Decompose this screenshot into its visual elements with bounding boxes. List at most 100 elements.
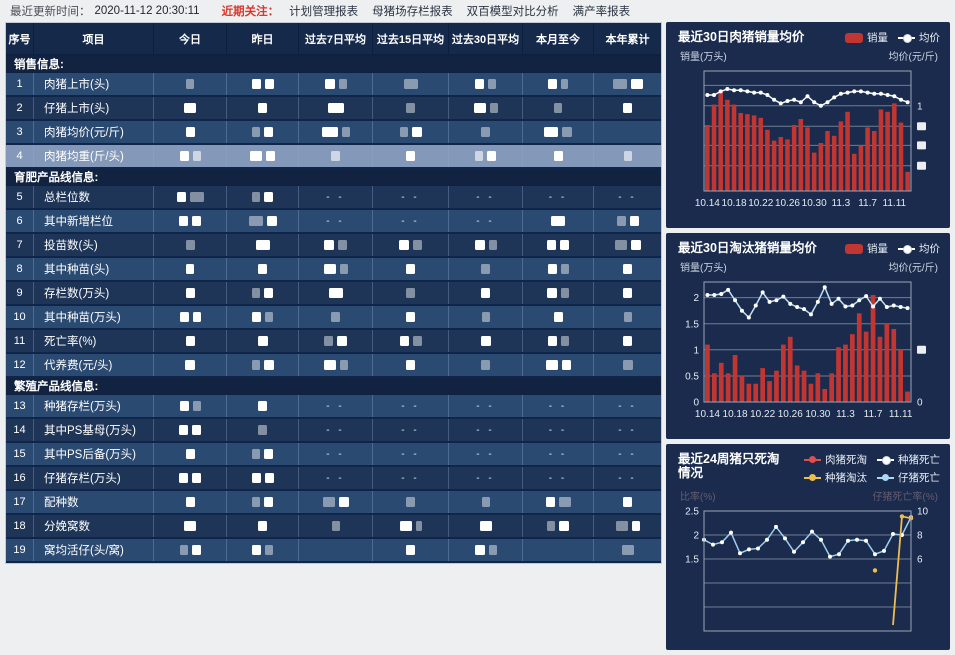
topbar-link[interactable]: 满产率报表 bbox=[572, 5, 631, 18]
legend-label: 均价 bbox=[919, 32, 940, 44]
no-data-dashes: - - bbox=[326, 448, 345, 460]
table-row[interactable]: 7 投苗数(头) bbox=[6, 234, 661, 258]
value-cell bbox=[373, 539, 449, 561]
table-row[interactable]: 18 分娩窝数 bbox=[6, 515, 661, 539]
value-cell bbox=[449, 491, 523, 513]
value-cell bbox=[227, 395, 299, 417]
redacted-value-block bbox=[474, 240, 485, 250]
legend-item[interactable]: 销量 bbox=[845, 241, 888, 256]
table-row[interactable]: 6 其中新增栏位 - - - - - - bbox=[6, 210, 661, 234]
value-cell: - - bbox=[449, 443, 523, 465]
value-cell bbox=[227, 258, 299, 280]
redacted-value-block bbox=[551, 216, 565, 226]
value-cell bbox=[523, 234, 594, 256]
legend-item[interactable]: 仔猪死亡 bbox=[877, 470, 940, 485]
redacted-value-block bbox=[612, 79, 627, 89]
table-row[interactable]: 9 存栏数(万头) bbox=[6, 282, 661, 306]
row-index: 7 bbox=[6, 234, 34, 256]
legend-item[interactable]: 种猪死亡 bbox=[877, 452, 940, 467]
table-row[interactable]: 5 总栏位数 - - - - - - - - - - bbox=[6, 186, 661, 210]
redacted-value-block bbox=[179, 425, 188, 435]
no-data-dashes: - - bbox=[618, 448, 637, 460]
line-marker bbox=[772, 97, 777, 102]
value-cell bbox=[299, 330, 373, 352]
table-row[interactable]: 14 其中PS基母(万头) - - - - - - - - - - bbox=[6, 419, 661, 443]
redacted-value-block bbox=[179, 545, 188, 555]
redacted-value-block bbox=[411, 127, 422, 137]
legend-line-dot-icon bbox=[898, 245, 915, 254]
legend-item[interactable]: 销量 bbox=[845, 30, 888, 45]
table-row[interactable]: 2 仔猪上市(头) bbox=[6, 97, 661, 121]
bar bbox=[884, 323, 890, 402]
value-cell: - - bbox=[594, 467, 661, 489]
bar bbox=[822, 388, 828, 402]
table-row[interactable]: 19 窝均活仔(头/窝) bbox=[6, 539, 661, 563]
legend-line-dot-icon bbox=[804, 474, 821, 481]
value-cell bbox=[594, 491, 661, 513]
redacted-value-block bbox=[327, 103, 344, 113]
line-marker bbox=[898, 97, 903, 102]
value-cell: - - bbox=[299, 467, 373, 489]
redacted-value-block bbox=[630, 79, 643, 89]
x-axis-tick: 10.26 bbox=[775, 198, 800, 209]
value-cell: - - bbox=[594, 395, 661, 417]
legend-item[interactable]: 肉猪死淘 bbox=[804, 452, 867, 467]
redacted-value-block bbox=[331, 151, 340, 161]
legend-item[interactable]: 种猪淘汰 bbox=[804, 470, 867, 485]
table-row[interactable]: 16 仔猪存栏(万头) - - - - - - - - - - bbox=[6, 467, 661, 491]
legend-item[interactable]: 均价 bbox=[898, 241, 940, 256]
redacted-value-block bbox=[487, 151, 496, 161]
bar bbox=[801, 370, 807, 402]
bar bbox=[787, 336, 793, 402]
row-label: 其中种苗(万头) bbox=[34, 306, 154, 328]
line-marker bbox=[873, 552, 877, 557]
bar bbox=[712, 373, 717, 402]
table-row[interactable]: 12 代养费(元/头) bbox=[6, 354, 661, 378]
table-row[interactable]: 13 种猪存栏(万头) - - - - - - - - - - bbox=[6, 395, 661, 419]
redacted-value-block bbox=[258, 103, 267, 113]
line-marker-secondary bbox=[899, 514, 905, 519]
topbar-link[interactable]: 母猪场存栏报表 bbox=[372, 5, 453, 18]
bar bbox=[843, 344, 848, 402]
series-line bbox=[703, 516, 912, 558]
topbar-link[interactable]: 计划管理报表 bbox=[289, 5, 359, 18]
no-data-dashes: - - bbox=[401, 400, 420, 412]
value-cell: - - bbox=[373, 210, 449, 232]
redacted-value-block bbox=[192, 312, 201, 322]
line-marker bbox=[725, 87, 730, 91]
bar bbox=[878, 109, 884, 191]
value-cell bbox=[594, 282, 661, 304]
redacted-value-block bbox=[481, 312, 490, 322]
bar bbox=[905, 171, 910, 191]
bar bbox=[865, 127, 870, 191]
value-cell bbox=[449, 73, 523, 95]
table-row[interactable]: 3 肉猪均价(元/斤) bbox=[6, 121, 661, 145]
redacted-value-block bbox=[258, 264, 267, 274]
row-label: 肉猪均价(元/斤) bbox=[34, 121, 154, 143]
line-marker bbox=[746, 315, 751, 320]
redacted-value-block bbox=[623, 336, 632, 346]
value-cell bbox=[299, 539, 373, 561]
right-axis-tick: 6 bbox=[917, 555, 923, 566]
table-row[interactable]: 11 死亡率(%) bbox=[6, 330, 661, 354]
legend-item[interactable]: 均价 bbox=[898, 30, 940, 45]
bar bbox=[885, 111, 890, 191]
left-axis-unit: 销量(万头) bbox=[680, 263, 727, 274]
redacted-value-block bbox=[252, 449, 260, 459]
right-axis-redacted-block bbox=[917, 122, 926, 131]
table-row[interactable]: 4 肉猪均重(斤/头) bbox=[6, 145, 661, 169]
table-row[interactable]: 1 肉猪上市(头) bbox=[6, 73, 661, 97]
value-cell bbox=[594, 97, 661, 119]
row-label: 死亡率(%) bbox=[34, 330, 154, 352]
bar bbox=[898, 349, 903, 402]
line-marker bbox=[891, 303, 896, 308]
table-row[interactable]: 17 配种数 bbox=[6, 491, 661, 515]
redacted-value-block bbox=[481, 264, 490, 274]
redacted-value-block bbox=[623, 264, 632, 274]
table-row[interactable]: 15 其中PS后备(万头) - - - - - - - - - - bbox=[6, 443, 661, 467]
table-row[interactable]: 8 其中种苗(头) bbox=[6, 258, 661, 282]
redacted-value-block bbox=[255, 240, 270, 250]
table-row[interactable]: 10 其中种苗(万头) bbox=[6, 306, 661, 330]
value-cell bbox=[227, 306, 299, 328]
topbar-link[interactable]: 双百模型对比分析 bbox=[466, 5, 559, 18]
